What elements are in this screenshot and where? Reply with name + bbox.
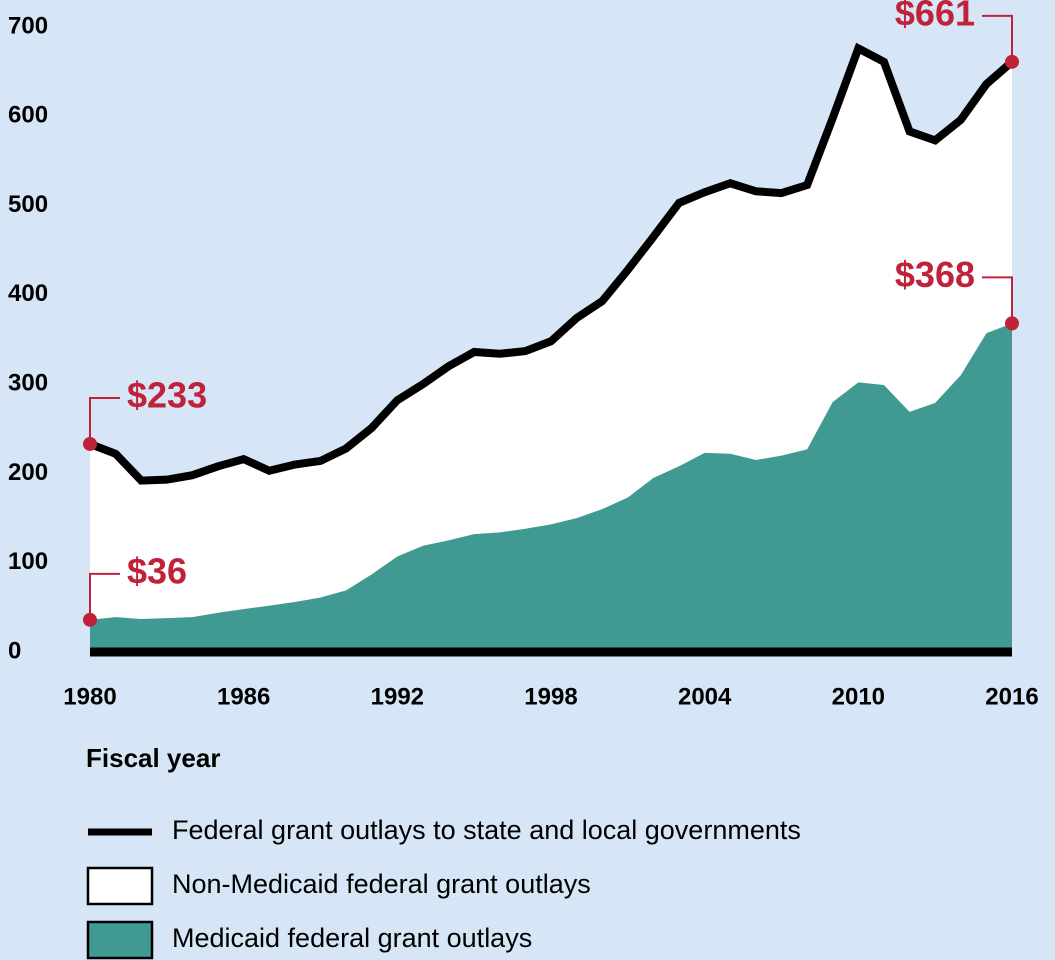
y-tick-label: 100 bbox=[8, 548, 48, 575]
legend-label: Federal grant outlays to state and local… bbox=[172, 815, 801, 845]
value-label: $661 bbox=[895, 0, 975, 33]
legend-swatch bbox=[86, 920, 154, 960]
marker bbox=[1005, 316, 1019, 331]
y-tick-label: 500 bbox=[8, 191, 48, 218]
leader-line bbox=[89, 572, 120, 620]
medicaid-area bbox=[90, 323, 1012, 652]
value-label: $233 bbox=[127, 374, 207, 415]
x-tick-label: 1992 bbox=[371, 683, 424, 710]
y-tick-label: 200 bbox=[8, 459, 48, 486]
x-tick-label: 1998 bbox=[524, 683, 577, 710]
marker bbox=[83, 612, 97, 627]
x-tick-label: 2016 bbox=[985, 683, 1038, 710]
y-tick-label: 400 bbox=[8, 280, 48, 307]
leader-line bbox=[982, 14, 1013, 62]
y-tick-label: 0 bbox=[8, 637, 21, 664]
marker bbox=[83, 436, 97, 451]
legend-swatch bbox=[86, 866, 154, 906]
legend-label: Non-Medicaid federal grant outlays bbox=[172, 869, 591, 899]
y-tick-label: 600 bbox=[8, 102, 48, 129]
y-tick-label: 700 bbox=[8, 12, 48, 39]
x-axis-label: Fiscal year bbox=[86, 743, 220, 773]
legend-label: Medicaid federal grant outlays bbox=[172, 923, 532, 953]
y-tick-label: 300 bbox=[8, 369, 48, 396]
marker bbox=[1005, 54, 1019, 69]
x-tick-label: 2004 bbox=[678, 683, 732, 710]
leader-line bbox=[89, 396, 120, 444]
value-label: $368 bbox=[895, 254, 975, 295]
value-label: $36 bbox=[127, 550, 187, 591]
leader-line bbox=[982, 276, 1013, 324]
x-tick-label: 2010 bbox=[832, 683, 885, 710]
x-tick-label: 1980 bbox=[63, 683, 116, 710]
x-tick-label: 1986 bbox=[217, 683, 270, 710]
total-line bbox=[88, 42, 1015, 485]
